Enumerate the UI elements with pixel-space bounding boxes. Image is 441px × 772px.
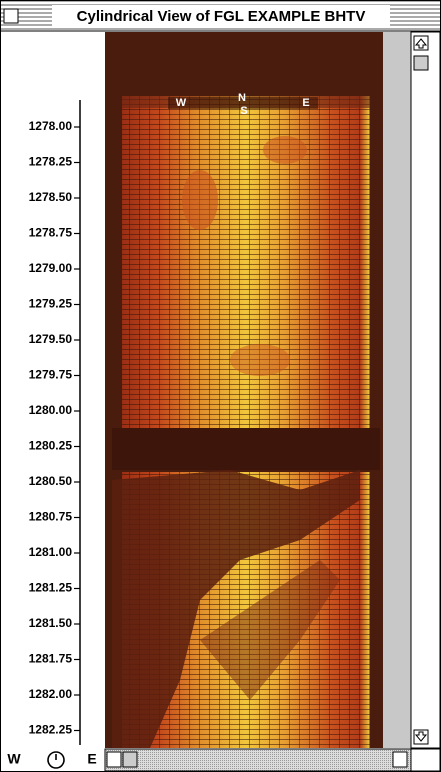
depth-label: 1281.75 (29, 652, 73, 666)
scroll-right[interactable] (392, 751, 408, 768)
depth-label: 1278.25 (29, 155, 73, 169)
footer-east: E (87, 751, 96, 767)
depth-label: 1282.25 (29, 723, 73, 737)
close-box[interactable] (3, 8, 19, 24)
title-bg (52, 5, 390, 27)
depth-label: 1280.25 (29, 439, 73, 453)
scroll-up[interactable] (413, 35, 429, 51)
depth-label: 1281.25 (29, 581, 73, 595)
scroll-thumb[interactable] (413, 55, 429, 71)
compass-label: S (240, 105, 247, 117)
cylinder-texture (122, 96, 370, 430)
scroll-down[interactable] (413, 729, 429, 745)
depth-label: 1279.75 (29, 368, 73, 382)
h-thumb[interactable] (122, 751, 138, 768)
depth-label: 1278.75 (29, 226, 73, 240)
depth-label: 1279.25 (29, 297, 73, 311)
compass-label: N (238, 92, 246, 104)
depth-label: 1280.00 (29, 403, 73, 417)
depth-label: 1282.00 (29, 687, 73, 701)
grow-box[interactable] (410, 748, 441, 772)
depth-label: 1281.50 (29, 616, 73, 630)
compass-label: E (302, 97, 309, 109)
fracture-zone (112, 428, 380, 470)
window-title: Cylindrical View of FGL EXAMPLE BHTV (77, 8, 366, 25)
depth-label: 1278.50 (29, 190, 73, 204)
breakout (112, 470, 360, 748)
h-scrollbar[interactable] (104, 748, 412, 772)
rotate-icon[interactable] (47, 751, 65, 769)
image-margin (383, 32, 411, 748)
scroll-left[interactable] (106, 751, 122, 768)
depth-label: 1280.75 (29, 510, 73, 524)
depth-label: 1281.00 (29, 545, 73, 559)
depth-label: 1279.00 (29, 261, 73, 275)
depth-label: 1278.00 (29, 119, 73, 133)
compass-label: W (176, 97, 187, 109)
v-scrollbar[interactable] (410, 31, 441, 749)
compass: W NS E (176, 92, 310, 117)
depth-label: 1280.50 (29, 474, 73, 488)
depth-label: 1279.50 (29, 332, 73, 346)
footer-west: W (7, 751, 21, 767)
